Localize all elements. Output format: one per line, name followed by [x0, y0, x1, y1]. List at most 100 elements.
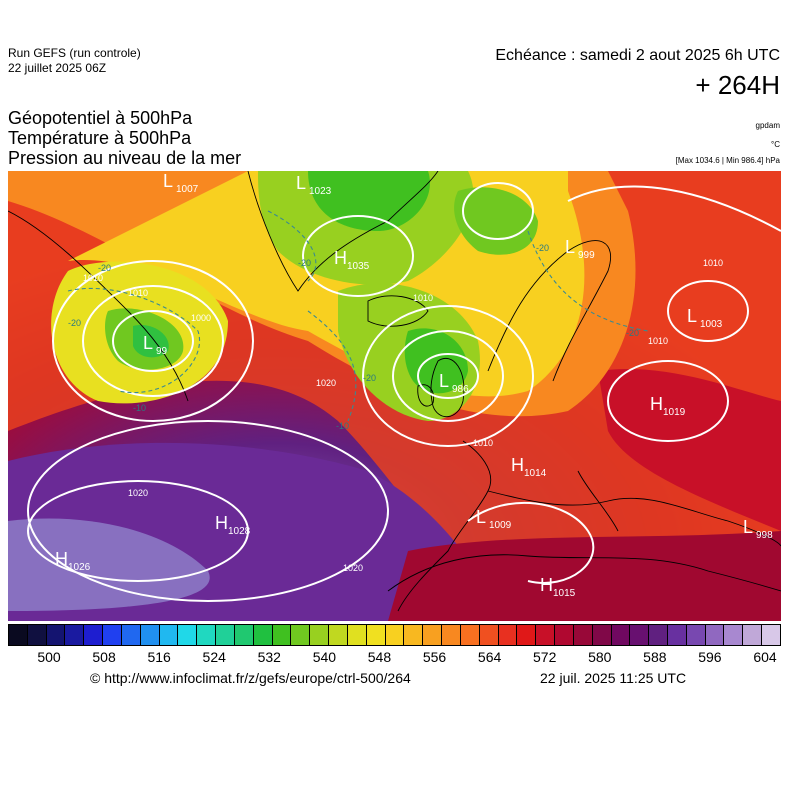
- colorbar-label: 596: [698, 649, 722, 665]
- isobar-label-1: 1010: [128, 288, 148, 298]
- temp-label-5: -10: [336, 421, 349, 431]
- colorbar-swatch: [384, 624, 404, 646]
- param-slp: Pression au niveau de la mer: [8, 148, 242, 168]
- colorbar-swatch: [233, 624, 253, 646]
- center-10-letter: L: [476, 507, 486, 527]
- colorbar-swatch: [478, 624, 498, 646]
- colorbar-swatch: [8, 624, 27, 646]
- center-4-letter: L: [143, 333, 153, 353]
- isobar-label-3: 1010: [413, 293, 433, 303]
- footer-credit: © http://www.infoclimat.fr/z/gefs/europe…: [90, 670, 411, 686]
- isobar-uk-low-1: [417, 353, 479, 399]
- colorbar-label: 588: [643, 649, 667, 665]
- center-8-letter: H: [511, 455, 524, 475]
- colorbar-swatch: [704, 624, 724, 646]
- coast-iceland: [367, 295, 429, 327]
- isotherm-1: [67, 287, 201, 394]
- colorbar-swatch: [761, 624, 781, 646]
- colorbar-label: 508: [92, 649, 116, 665]
- forecast-valid-time: Echéance : samedi 2 aout 2025 6h UTC: [495, 47, 780, 64]
- colorbar-swatch: [309, 624, 329, 646]
- temperature-labels: -20 -20 -20 -20 -10 -10 -20 -20: [68, 243, 639, 431]
- center-7-letter: H: [650, 394, 663, 414]
- center-1-letter: L: [296, 173, 306, 193]
- center-11-letter: L: [743, 517, 753, 537]
- center-12-letter: H: [55, 549, 68, 569]
- temp-label-0: -20: [98, 263, 111, 273]
- uk-trough-core: [404, 328, 468, 394]
- temp-label-4: -10: [133, 403, 146, 413]
- center-13-value: 1015: [553, 588, 576, 599]
- colorbar-swatch: [554, 624, 573, 646]
- isobar-label-8: 1010: [703, 258, 723, 268]
- isobar-north: [567, 185, 781, 232]
- coast-mediterranean: [487, 490, 781, 547]
- coast-greenland: [247, 171, 439, 292]
- run-label: Run GEFS (run controle): [8, 46, 141, 60]
- center-5-value: 1003: [700, 319, 723, 330]
- coast-scandinavia: [487, 240, 612, 382]
- colorbar-swatch: [535, 624, 555, 646]
- colorbar-swatch: [591, 624, 611, 646]
- center-7-value: 1019: [663, 407, 686, 418]
- isotherm-3: [527, 230, 649, 332]
- center-11-value: 998: [756, 530, 773, 541]
- isobar-label-9: 1010: [648, 336, 668, 346]
- isobars: [27, 182, 781, 602]
- colorbar-swatch: [723, 624, 743, 646]
- center-6-letter: L: [439, 371, 449, 391]
- center-3-letter: L: [565, 237, 575, 257]
- colorbar-swatch: [26, 624, 46, 646]
- isobar-east-high: [607, 360, 729, 442]
- colorbar-label: 516: [147, 649, 171, 665]
- weather-map: L 1007 L 1023 H 1035 L 999 L 99 L 1003 L…: [8, 171, 781, 621]
- colorbar-swatch: [158, 624, 178, 646]
- center-4-value: 99: [156, 346, 168, 357]
- isotherm-4: [267, 210, 317, 282]
- isobar-west-low-3: [52, 260, 254, 422]
- lead-time: + 264H: [695, 70, 780, 100]
- isobar-uk-low-2: [392, 330, 504, 422]
- isobar-west-low-2: [82, 285, 224, 397]
- scandinavia-green: [454, 187, 538, 255]
- colorbar-swatch: [271, 624, 291, 646]
- pressure-extremes: [Max 1034.6 | Min 986.4] hPa: [675, 156, 780, 165]
- north-green-core: [308, 171, 430, 231]
- colorbar-swatch: [215, 624, 234, 646]
- center-13-letter: H: [540, 575, 553, 595]
- unit-celsius: °C: [771, 140, 780, 149]
- colorbar-label: 580: [588, 649, 612, 665]
- coast-north-america: [8, 210, 189, 402]
- colorbar-swatch: [497, 624, 517, 646]
- run-date: 22 juillet 2025 06Z: [8, 61, 107, 75]
- isobar-label-4: 1020: [316, 378, 336, 388]
- colorbar-swatch: [742, 624, 762, 646]
- center-10-value: 1009: [489, 520, 512, 531]
- center-1-value: 1023: [309, 186, 332, 197]
- temp-label-6: -20: [536, 243, 549, 253]
- isobar-uk-low-3: [362, 305, 534, 447]
- center-9-letter: H: [215, 513, 228, 533]
- center-0-value: 1007: [176, 184, 199, 195]
- isobar-azores-high-1: [27, 480, 249, 582]
- isobar-label-2: 1000: [191, 313, 211, 323]
- colorbar-swatch: [196, 624, 216, 646]
- east-europe-dark: [598, 368, 781, 531]
- isobar-label-0: 1010: [83, 273, 103, 283]
- colorbar: [8, 624, 781, 646]
- colorbar-swatch: [45, 624, 65, 646]
- center-8-value: 1014: [524, 468, 547, 479]
- colorbar-label: 604: [753, 649, 777, 665]
- isobar-labels: 1010 1010 1000 1010 1020 1020 1020 1010 …: [83, 258, 723, 573]
- center-3-value: 999: [578, 250, 595, 261]
- colorbar-swatch: [83, 624, 103, 646]
- temperature-contours: [67, 210, 649, 422]
- colorbar-label: 540: [312, 649, 337, 665]
- center-2-letter: H: [334, 248, 347, 268]
- colorbar-swatch: [648, 624, 667, 646]
- colorbar-swatch: [666, 624, 686, 646]
- isobar-east-low: [667, 280, 749, 342]
- colorbar-label: 548: [367, 649, 392, 665]
- colorbar-swatch: [572, 624, 592, 646]
- center-6-value: 986: [452, 384, 469, 395]
